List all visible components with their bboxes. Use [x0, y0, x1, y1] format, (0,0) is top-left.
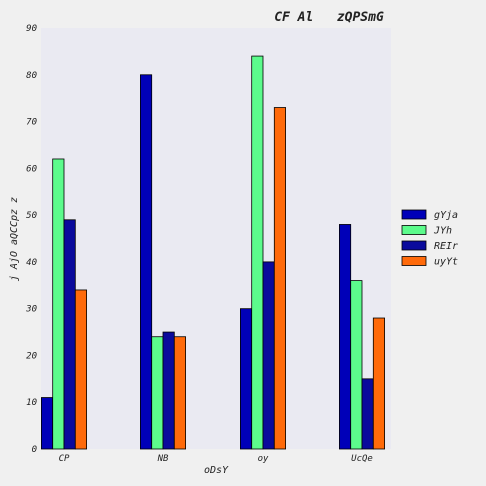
y-tick-label: 30	[25, 305, 37, 315]
legend-label-REIr: REIr	[434, 241, 458, 252]
bar-uyYt-UcQe	[372, 317, 385, 450]
bar-gYja-oy	[239, 308, 253, 450]
bars-group	[41, 55, 385, 450]
legend-swatch-gYja	[401, 209, 427, 220]
x-tick-label: oy	[258, 454, 269, 464]
y-axis-label: j AjO aQCCpz z	[9, 197, 20, 281]
legend-swatch-REIr	[401, 240, 427, 251]
x-axis-ticks: CP NB oy UcQe	[59, 454, 373, 464]
y-tick-label: 60	[26, 164, 37, 174]
bar-JYh-oy	[251, 55, 264, 450]
y-tick-label: 70	[26, 118, 37, 128]
legend: gYja JYh REIr uyYt	[401, 209, 458, 268]
y-tick-label: 20	[26, 351, 37, 361]
y-axis-ticks: 0 10 20 30 40 50 60 70 80 90	[25, 24, 37, 455]
x-tick-label: NB	[157, 454, 169, 464]
x-tick-label: UcQe	[351, 454, 373, 464]
bar-JYh-NB	[151, 336, 164, 450]
y-tick-label: 40	[26, 258, 37, 268]
legend-swatch-uyYt	[401, 256, 427, 266]
y-tick-label: 0	[32, 445, 37, 455]
y-tick-label: 80	[26, 71, 37, 81]
y-tick-label: 10	[26, 398, 37, 408]
bar-REIr-NB	[162, 331, 175, 450]
y-tick-label: 50	[26, 211, 37, 221]
legend-swatch-JYh	[401, 225, 427, 235]
legend-label-gYja: gYja	[434, 210, 458, 221]
bar-REIr-oy	[262, 261, 275, 450]
bar-gYja-NB	[139, 74, 153, 450]
bar-JYh-UcQe	[350, 280, 363, 450]
bar-uyYt-NB	[173, 336, 187, 450]
bar-REIr-UcQe	[361, 378, 374, 450]
chart-title: CF Al zQPSmG	[274, 10, 384, 25]
bar-JYh-CP	[52, 158, 65, 450]
legend-label-JYh: JYh	[433, 226, 452, 237]
bar-REIr-CP	[63, 219, 76, 450]
plot-area	[41, 28, 391, 449]
x-tick-label: CP	[59, 454, 70, 464]
x-axis-label: oDsY	[204, 465, 229, 476]
bar-uyYt-oy	[273, 107, 286, 450]
bar-gYja-CP	[41, 397, 54, 450]
y-tick-label: 90	[26, 24, 37, 34]
bar-gYja-UcQe	[338, 224, 352, 450]
bar-uyYt-CP	[74, 289, 88, 450]
legend-label-uyYt: uyYt	[434, 257, 458, 268]
